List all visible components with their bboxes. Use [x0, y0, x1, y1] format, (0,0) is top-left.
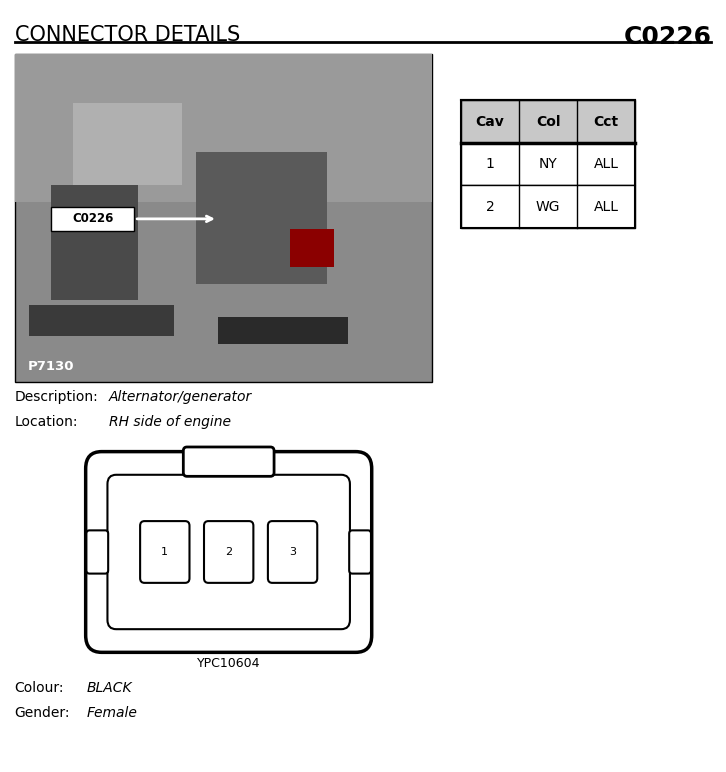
- FancyBboxPatch shape: [86, 530, 108, 574]
- Bar: [15, 54, 432, 201]
- FancyBboxPatch shape: [204, 521, 253, 583]
- Text: NY: NY: [539, 157, 558, 171]
- Text: 1: 1: [486, 157, 494, 171]
- Bar: [461, 100, 635, 228]
- FancyBboxPatch shape: [268, 521, 317, 583]
- Text: P7130: P7130: [28, 360, 74, 373]
- Text: Col: Col: [536, 114, 560, 129]
- Bar: [29, 305, 174, 336]
- Text: Female: Female: [87, 706, 138, 720]
- Text: WG: WG: [536, 199, 560, 214]
- Text: ALL: ALL: [594, 199, 619, 214]
- Text: C0226: C0226: [624, 25, 711, 49]
- FancyBboxPatch shape: [349, 530, 371, 574]
- Text: ALL: ALL: [594, 157, 619, 171]
- Text: C0226: C0226: [72, 212, 113, 225]
- Bar: [15, 54, 432, 382]
- Text: 1: 1: [161, 547, 168, 557]
- Bar: [461, 143, 635, 185]
- Text: Colour:: Colour:: [15, 681, 64, 695]
- Text: Location:: Location:: [15, 415, 78, 429]
- Text: RH side of engine: RH side of engine: [109, 415, 231, 429]
- FancyBboxPatch shape: [140, 521, 189, 583]
- Bar: [461, 185, 635, 228]
- Text: 3: 3: [289, 547, 296, 557]
- FancyBboxPatch shape: [86, 452, 372, 652]
- FancyBboxPatch shape: [183, 447, 274, 476]
- Bar: [218, 317, 348, 344]
- Text: Alternator/generator: Alternator/generator: [109, 390, 252, 404]
- Bar: [290, 229, 334, 267]
- Text: 2: 2: [225, 547, 232, 557]
- FancyBboxPatch shape: [107, 475, 350, 629]
- Text: Gender:: Gender:: [15, 706, 70, 720]
- Text: Cav: Cav: [476, 114, 505, 129]
- Text: YPC10604: YPC10604: [197, 657, 261, 670]
- Bar: [51, 185, 138, 300]
- Text: Description:: Description:: [15, 390, 98, 404]
- Text: 2: 2: [486, 199, 494, 214]
- Bar: [51, 206, 134, 231]
- Text: CONNECTOR DETAILS: CONNECTOR DETAILS: [15, 25, 240, 45]
- Text: Cct: Cct: [594, 114, 619, 129]
- Bar: [461, 100, 635, 143]
- Bar: [73, 103, 182, 185]
- Text: BLACK: BLACK: [87, 681, 133, 695]
- Bar: [196, 152, 327, 283]
